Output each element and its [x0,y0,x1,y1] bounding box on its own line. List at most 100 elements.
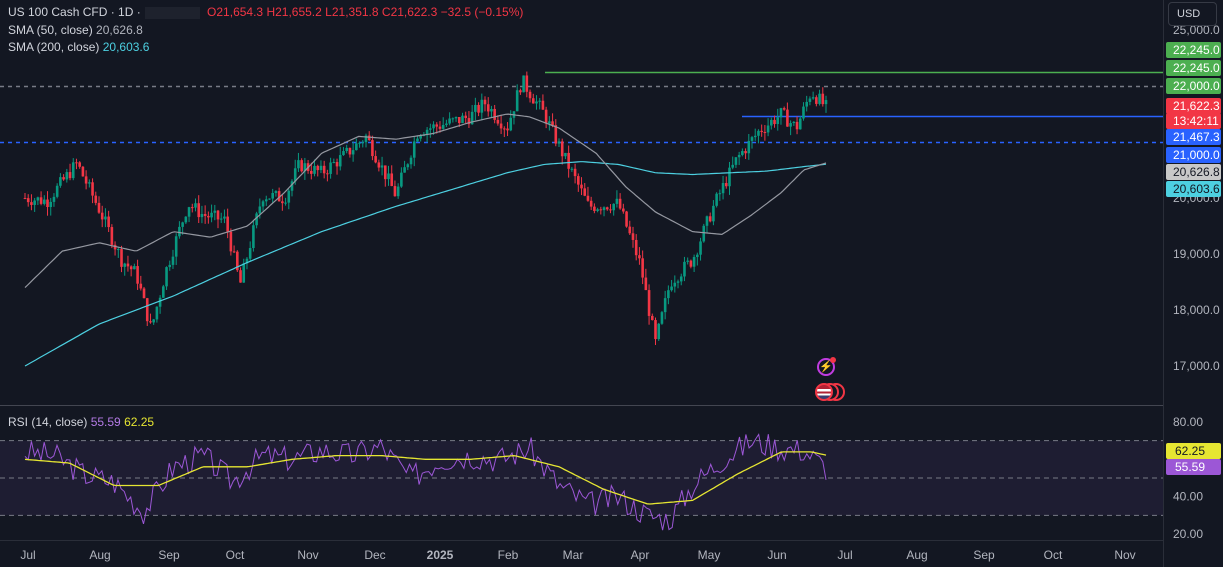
candle-body [499,123,503,129]
rsi-legend[interactable]: RSI (14, close) 55.59 62.25 [8,415,154,429]
candle-body [293,168,297,182]
candle-body [429,128,432,130]
candle-body [284,202,287,204]
high-value: H21,655.2 [266,5,322,19]
candle-body [184,216,188,223]
candle-body [59,177,62,186]
candle-body [110,227,114,245]
candle-body [371,140,374,157]
rsi-line [24,433,827,531]
candle-body [55,185,59,197]
candle-body [541,100,545,110]
candle-body [438,126,442,129]
candle-body [287,190,291,203]
candle-body [474,104,477,112]
candle-body [332,162,336,164]
candle-body [631,233,635,240]
candle-body [763,132,767,134]
candle-body [509,117,513,131]
candle-body [374,156,377,163]
candle-body [650,315,654,321]
x-axis-tick-label: May [698,548,721,562]
candle-body [158,297,162,307]
rsi-axis-tick-label: 80.00 [1173,415,1203,429]
candle-body [213,210,217,213]
candle-body [197,203,201,218]
price-axis-label: 21,622.3 [1173,99,1220,113]
candle-body [802,106,805,119]
price-axis-label-box [1166,129,1221,145]
candle-body [593,206,596,211]
candle-body [367,135,371,141]
candle-body [223,216,226,219]
candle-body [741,151,744,155]
candle-body [187,207,191,217]
candle-body [753,135,757,138]
candle-body [792,121,796,124]
candle-body [673,282,677,287]
symbol-legend: US 100 Cash CFD · 1D · O21,654.3 H21,655… [8,5,523,19]
candle-body [618,198,622,209]
candle-body [258,206,262,214]
candle-body [605,207,609,210]
candle-body [448,118,451,124]
candle-body [210,212,213,218]
candle-body [242,263,246,283]
sma200-legend[interactable]: SMA (200, close) 20,603.6 [8,40,149,54]
candle-body [503,128,506,130]
candle-body [94,195,98,203]
candle-body [377,162,381,168]
candle-body [174,236,178,257]
sma50-legend[interactable]: SMA (50, close) 20,626.8 [8,23,143,37]
candle-body [789,123,792,127]
candle-body [599,209,603,211]
candle-body [451,118,455,120]
candle-body [467,118,471,125]
candle-body [461,115,464,123]
x-axis-tick-label: Sep [158,548,180,562]
candle-body [303,163,307,172]
candle-body [300,160,303,172]
candle-body [609,209,612,211]
alert-dot-icon [830,357,836,363]
candle-body [393,186,397,197]
currency-button[interactable]: USD [1168,2,1217,26]
candle-body [165,267,168,287]
candle-body [71,162,75,179]
candle-body [232,251,236,253]
candle-body [419,135,422,139]
price-axis-label: 22,245.0 [1173,43,1220,57]
change-value: −32.5 (−0.15%) [440,5,524,19]
candle-body [577,176,580,185]
candle-body [33,200,36,205]
candle-body [142,288,146,299]
candle-body [689,260,693,267]
candle-body [445,123,448,125]
candle-body [162,286,165,298]
price-axis-label-box [1166,181,1221,197]
candle-body [313,165,316,174]
price-axis-label: 22,000.0 [1173,79,1220,93]
x-axis-tick-label: Apr [631,548,650,562]
candle-body [390,173,394,187]
candle-body [274,191,278,193]
candle-body [670,286,673,291]
candle-body [531,98,535,104]
candle-body [477,104,480,113]
candle-body [496,119,500,124]
price-axis-label-box [1166,60,1221,76]
candle-body [622,208,625,212]
candle-body [625,211,628,227]
candle-body [120,249,123,267]
candle-body [525,75,529,92]
candle-body [409,157,413,165]
candle-body [88,182,91,184]
price-axis-label: 13:42:11 [1173,114,1219,128]
candle-body [145,298,149,322]
flash-icon[interactable]: ⚡ [817,357,836,376]
economic-events-icon[interactable] [815,383,851,403]
sma200-line [24,161,827,367]
candle-body [493,108,496,120]
